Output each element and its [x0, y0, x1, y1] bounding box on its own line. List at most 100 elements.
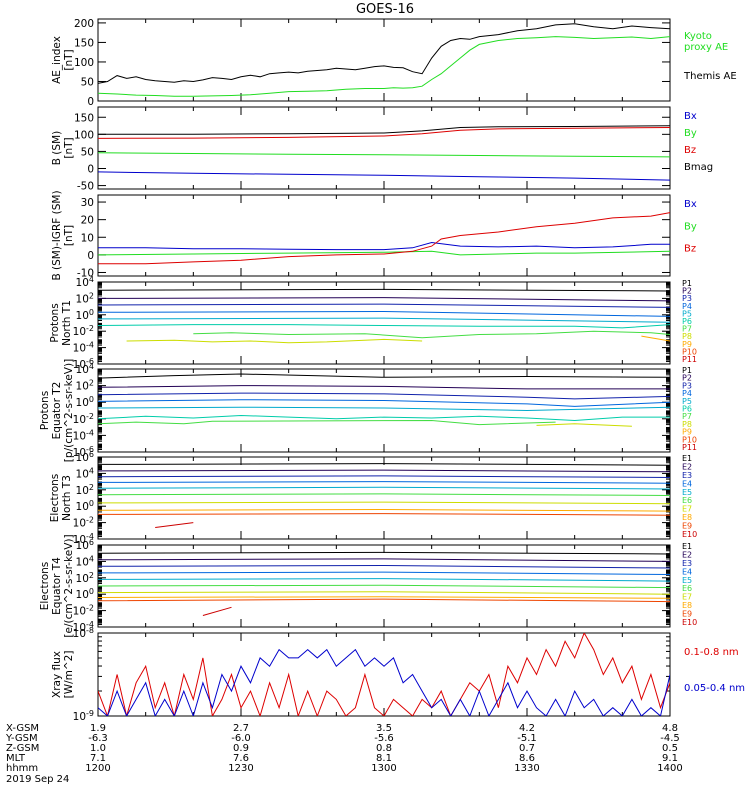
legend-entry-0-05-0-4-nm: 0.05-0.4 nm: [684, 683, 745, 694]
legend-entry-p1: P1: [682, 366, 692, 375]
series-e6: [98, 493, 670, 496]
legend-entry-p8: P8: [682, 332, 692, 341]
y-tick-label: 100: [76, 308, 94, 322]
legend-entry-e8: E8: [682, 601, 692, 610]
y-tick-label: 104: [76, 362, 94, 376]
series-p6: [98, 324, 670, 329]
panel-frame: [97, 194, 671, 277]
y-tick-label: 102: [76, 379, 94, 393]
y-tick-label: -50: [77, 181, 94, 193]
legend-entry-p2: P2: [682, 374, 692, 383]
series-e2: [98, 469, 670, 473]
series-group: [98, 125, 670, 181]
y-tick-label: 50: [81, 146, 94, 158]
series-bz: [98, 127, 670, 139]
y-tick-label: 104: [76, 466, 94, 480]
series-group: [98, 288, 670, 344]
x-value: 4.8: [662, 723, 678, 734]
series-0-05-0-4-nm: [98, 648, 670, 716]
series-by: [98, 250, 670, 256]
series-bx: [98, 171, 670, 181]
legend-entry-p8: P8: [682, 420, 692, 429]
series-p4: [98, 310, 670, 317]
y-tick-label: -10: [77, 267, 94, 279]
legend-entry-p11: P11: [682, 355, 697, 364]
series-bz: [98, 212, 670, 265]
series-p5: [98, 406, 670, 412]
legend-entry-p7: P7: [682, 412, 692, 421]
series-e7: [98, 501, 670, 505]
series-e2: [98, 558, 670, 562]
legend-entry-e9: E9: [682, 522, 692, 531]
series-e4: [98, 571, 670, 575]
x-value: 1230: [228, 763, 253, 774]
x-value: 9.1: [662, 753, 678, 764]
series-p4: [98, 399, 670, 407]
y-tick-label: 104: [76, 554, 94, 568]
series-e10: [202, 606, 232, 616]
y-tick-label: 104: [76, 275, 94, 289]
x-value: 0.8: [376, 743, 392, 754]
y-axis-label: Xray flux[W/m^2]: [51, 651, 75, 699]
legend-entry-e6: E6: [682, 584, 692, 593]
y-axis-label: B (SM)-IGRF (SM)[nT]: [51, 190, 75, 280]
y-tick-label: 10-2: [73, 604, 94, 618]
y-tick-label: 10-6: [73, 357, 94, 371]
y-tick-label: 50: [81, 76, 94, 88]
x-value: 0.7: [519, 743, 535, 754]
legend-entry-bz: Bz: [684, 145, 696, 156]
legend-entry-p9: P9: [682, 340, 692, 349]
y-tick-label: 100: [76, 587, 94, 601]
x-value: -6.0: [231, 733, 251, 744]
y-tick-label: 20: [81, 215, 94, 227]
y-tick-label: 10-4: [73, 428, 94, 442]
legend-entry-e6: E6: [682, 496, 692, 505]
series-e6: [98, 584, 670, 589]
series-bx: [98, 241, 670, 251]
legend-entry-p4: P4: [682, 389, 692, 398]
date-label: 2019 Sep 24: [6, 774, 69, 785]
y-axis-label: ElectronsNorth T3: [49, 474, 73, 523]
series-e5: [98, 486, 670, 490]
panel-frame: [97, 368, 671, 453]
legend: 0.1-0.8 nm 0.05-0.4 nm: [684, 647, 745, 694]
legend-entry-p6: P6: [682, 405, 692, 414]
legend-entry-p1: P1: [682, 279, 692, 288]
series-e3: [98, 475, 670, 478]
legend-entry-p10: P10: [682, 435, 697, 444]
series-e4: [98, 481, 670, 484]
x-value: 1300: [371, 763, 396, 774]
series-group: [98, 373, 670, 427]
series-p5: [98, 317, 670, 323]
x-value: 1400: [657, 763, 682, 774]
y-tick-label: 102: [76, 483, 94, 497]
x-value: -5.6: [374, 733, 394, 744]
legend-entry-e7: E7: [682, 593, 692, 602]
y-tick-label: 0: [87, 250, 94, 262]
series-e7: [98, 591, 670, 595]
legend: Bx By Bz Bmag: [684, 111, 713, 173]
x-row-label-z-gsm: Z-GSM: [6, 743, 39, 754]
legend-entry-p2: P2: [682, 287, 692, 296]
legend-entry-proxy-ae: proxy AE: [684, 42, 728, 53]
series-group: [98, 23, 670, 97]
y-axis-label: ProtonsEquator T2[p/(cm^2-s-sr-keV)]: [39, 359, 75, 462]
legend-entry-p11: P11: [682, 443, 697, 452]
x-value: 7.6: [233, 753, 249, 764]
series-e8: [98, 508, 670, 512]
y-tick-label: 10-2: [73, 412, 94, 426]
series-p8: [536, 423, 632, 427]
series-bmag: [98, 125, 670, 135]
legend-entry-bz: Bz: [684, 244, 696, 255]
series-p2: [98, 297, 670, 302]
y-tick-label: 100: [74, 129, 94, 141]
x-value: 8.1: [376, 753, 392, 764]
x-row-label-y-gsm: Y-GSM: [5, 733, 38, 744]
